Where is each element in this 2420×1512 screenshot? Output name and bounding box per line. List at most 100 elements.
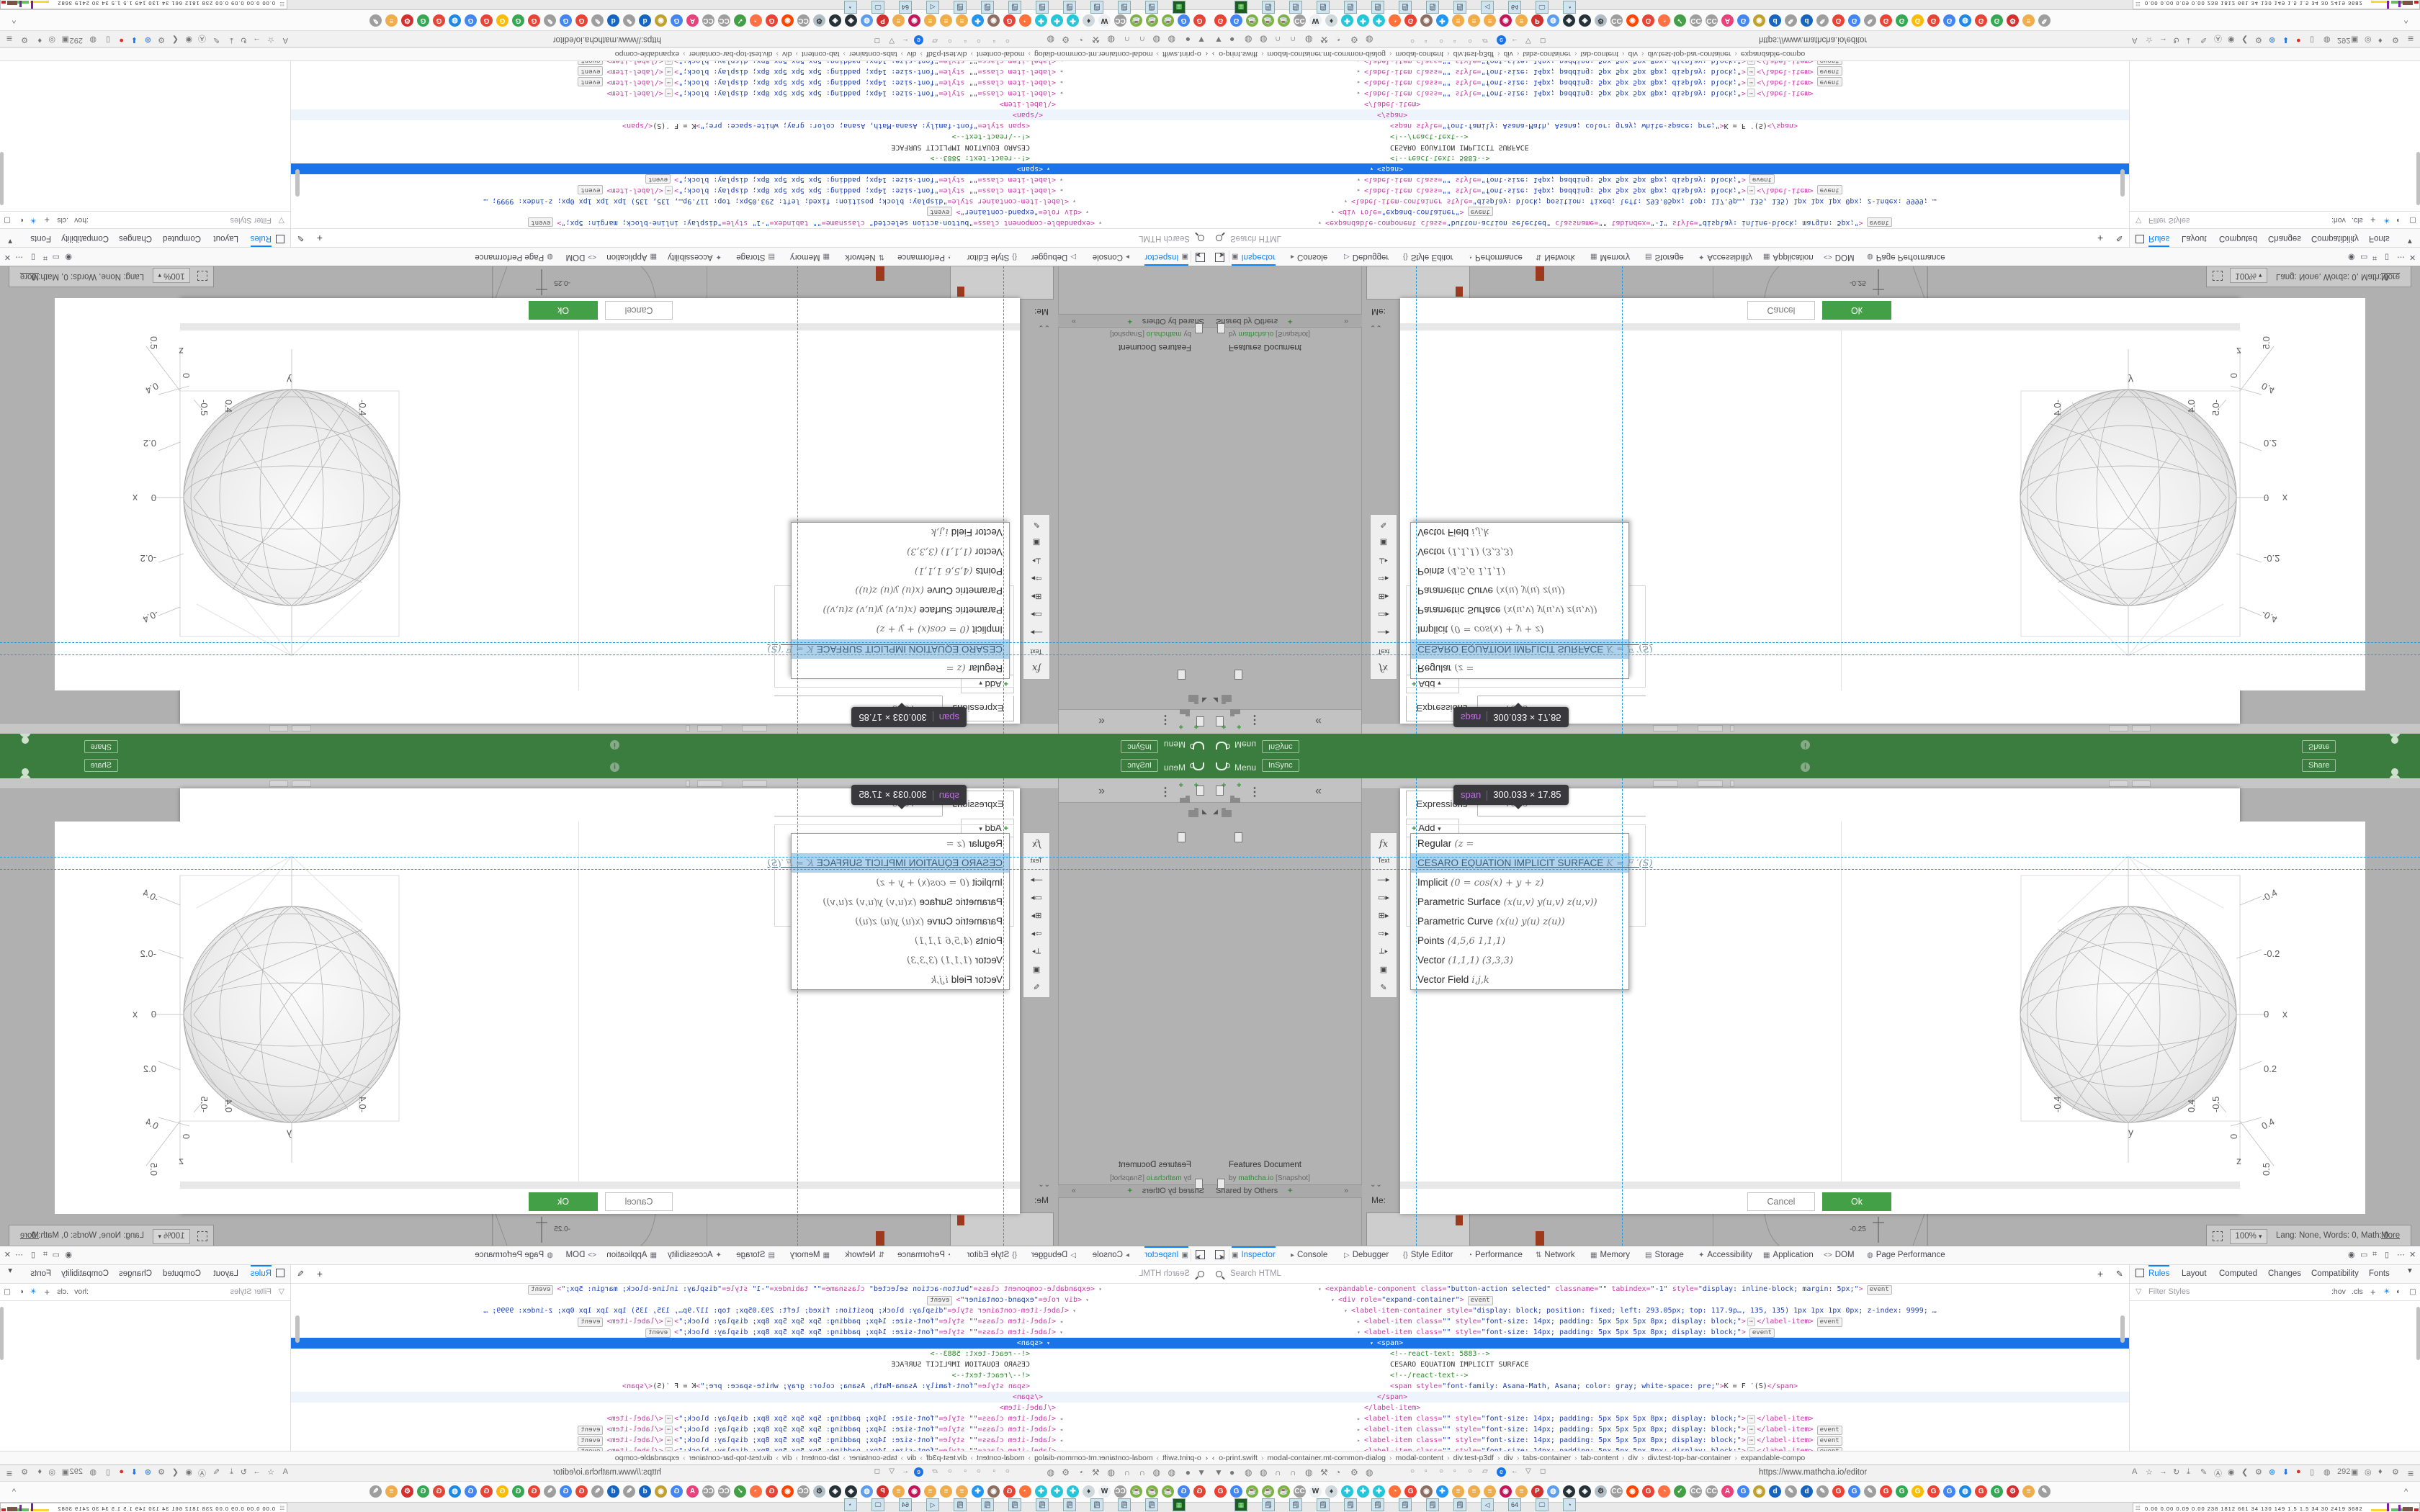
sidebar-toggle-icon[interactable]	[276, 1269, 284, 1277]
add-node-icon[interactable]: +	[316, 233, 323, 244]
bookmark-favicon[interactable]: ⚙	[813, 14, 825, 27]
hamburger-menu-icon[interactable]: ≡	[6, 33, 12, 45]
tool-fx-icon[interactable]: fx	[1031, 839, 1041, 850]
insync-button[interactable]: InSync	[1262, 759, 1299, 772]
browser-action-icon[interactable]: ▣	[2351, 1468, 2359, 1477]
browser-action-icon[interactable]: ⬇	[130, 1468, 138, 1477]
extension-icon[interactable]: ◍	[1107, 1467, 1115, 1477]
bookmark-favicon[interactable]: G	[1737, 1485, 1749, 1498]
taskbar-app-icon[interactable]: 🗒	[1344, 1498, 1357, 1511]
more-icon[interactable]: ⋮	[1249, 786, 1260, 798]
cls-toggle[interactable]: .cls	[2352, 1287, 2363, 1296]
browser-action-icon[interactable]: ↻	[2173, 1468, 2180, 1477]
sidebar-toggle-icon[interactable]	[276, 235, 284, 243]
bookmark-favicon[interactable]: ≡	[385, 14, 398, 27]
taskbar-app-icon[interactable]: 🖵	[871, 1498, 884, 1511]
markup-view[interactable]: ▾<expandable-component class="button-act…	[291, 55, 1210, 228]
bookmark-favicon[interactable]: ≡	[1468, 1485, 1480, 1498]
markup-row[interactable]: </label-item>	[999, 100, 1056, 108]
devtools-tab-style-editor[interactable]: {}Style Editor	[967, 253, 1018, 261]
nav-control-icon[interactable]: ▫	[1453, 37, 1456, 45]
bookmark-favicon[interactable]: ≡	[2022, 14, 2035, 27]
sidebar-tab-fonts[interactable]: Fonts	[30, 1269, 51, 1278]
bookmark-favicon[interactable]: G	[1832, 14, 1845, 27]
extension-icon[interactable]: ◔	[1079, 35, 1085, 45]
bookmark-favicon[interactable]: ◈	[845, 1485, 857, 1498]
markup-row[interactable]: ▸<label-item class="" style="font-size: …	[291, 77, 1210, 88]
cls-toggle[interactable]: .cls	[57, 216, 68, 225]
breadcrumb-item[interactable]: div	[1503, 1454, 1513, 1462]
bookmark-favicon[interactable]: G	[1943, 14, 1955, 27]
extension-icon[interactable]: ▼	[1214, 35, 1223, 45]
markup-row[interactable]: ▾<div role="expand-container">event	[291, 207, 1210, 217]
bookmark-favicon[interactable]: G	[1003, 1485, 1016, 1498]
bookmark-favicon[interactable]: G	[1404, 14, 1417, 27]
extension-icon[interactable]: ◍	[1366, 1467, 1373, 1477]
menu-item-parametric-curve[interactable]: Parametric Curve (x(u) y(u) z(u))	[1417, 916, 1565, 927]
devtools-tab-network[interactable]: ⇅Network	[845, 253, 884, 261]
toolbar-button[interactable]	[686, 780, 690, 787]
breadcrumb-item[interactable]: o-print.swift	[1219, 1454, 1258, 1462]
nav-control-icon[interactable]: ▱	[932, 37, 938, 45]
bookmark-favicon[interactable]: ◉	[1753, 1485, 1765, 1498]
author-link[interactable]: mathcha.io	[1238, 330, 1274, 338]
bookmark-favicon[interactable]: W	[1098, 1485, 1111, 1498]
bookmark-favicon[interactable]: G	[575, 14, 588, 27]
bookmark-favicon[interactable]: CC	[1114, 1485, 1126, 1498]
taskbar-app-icon[interactable]: 🗒	[1145, 1498, 1158, 1511]
add-node-icon[interactable]: +	[2097, 1268, 2104, 1279]
bookmark-favicon[interactable]: ◍	[449, 1485, 461, 1498]
nav-control-icon[interactable]: ←	[1511, 1467, 1518, 1475]
devtools-toolbar-icon[interactable]: ✕	[2409, 1251, 2416, 1259]
browser-action-icon[interactable]: ❮	[2241, 35, 2249, 44]
taskbar-app-icon[interactable]: 🗒	[1063, 1, 1076, 14]
bookmark-favicon[interactable]: ◔	[1389, 14, 1401, 27]
markup-row[interactable]: <span style="font-family: Asana-Math, As…	[1390, 1382, 1798, 1390]
nav-control-icon[interactable]: ◻	[874, 37, 880, 45]
browser-action-icon[interactable]: ◉	[2228, 35, 2235, 44]
nav-control-icon[interactable]: ○	[1468, 1467, 1473, 1475]
devtools-toolbar-icon[interactable]: ◉	[65, 253, 72, 261]
zoom-select[interactable]: 100% ▾	[153, 268, 190, 283]
extension-icon[interactable]: ∩	[1290, 35, 1296, 45]
browser-action-icon[interactable]: ◍	[2323, 1468, 2331, 1477]
taskbar-app-icon[interactable]: 🖵	[1536, 1, 1549, 14]
bookmark-favicon[interactable]: ✎	[544, 1485, 556, 1498]
chevron-down-icon[interactable]: ▾	[2408, 237, 2412, 246]
light-theme-icon[interactable]: ☀	[2383, 1287, 2390, 1296]
url-text[interactable]: https://www.mathcha.io/editor	[552, 1468, 661, 1477]
tool-shape-icon[interactable]: ▭▸	[1031, 894, 1042, 902]
author-link[interactable]: mathcha.io	[1146, 330, 1182, 338]
extension-icon[interactable]: ∩	[1275, 35, 1281, 45]
filter-styles-input[interactable]: Filter Styles	[2148, 1287, 2190, 1296]
bookmark-favicon[interactable]: ◔	[750, 1485, 762, 1498]
devtools-tab-dom[interactable]: <>DOM	[1824, 1251, 1855, 1259]
tree-expander-icon[interactable]: ◢	[1213, 808, 1218, 815]
extension-icon[interactable]: ◍	[1168, 35, 1175, 45]
hov-toggle[interactable]: :hov	[2331, 216, 2346, 225]
menu-item-regular[interactable]: Regular (z =	[946, 662, 1003, 674]
markup-row[interactable]: ▸<label-item class="" style="font-size: …	[1210, 185, 2129, 196]
browser-action-icon[interactable]: A	[2132, 1467, 2138, 1476]
tool-shape-icon[interactable]: ▣	[1032, 538, 1041, 546]
document-icon[interactable]	[1178, 832, 1186, 842]
bookmark-favicon[interactable]: G	[1230, 1485, 1242, 1498]
nav-control-icon[interactable]: ○	[1410, 1467, 1415, 1475]
bookmark-favicon[interactable]: P	[1531, 14, 1543, 27]
bookmark-favicon[interactable]: ⚙	[401, 14, 413, 27]
bookmark-favicon[interactable]: ✎	[2038, 14, 2051, 27]
browser-action-icon[interactable]: A	[282, 36, 288, 45]
taskbar-app-icon[interactable]: 🗒	[1008, 1498, 1021, 1511]
bookmark-favicon[interactable]: G	[1880, 1485, 1892, 1498]
bookmark-favicon[interactable]: G	[1193, 14, 1206, 27]
devtools-tab-accessibility[interactable]: ✦Accessibility	[667, 253, 722, 261]
new-folder-icon[interactable]	[1230, 796, 1240, 805]
nav-control-icon[interactable]: ▫	[1425, 1467, 1428, 1475]
menu-item-vector-field[interactable]: Vector Field i,j,k	[1417, 526, 1489, 538]
more-link[interactable]: More	[19, 272, 39, 281]
bookmark-favicon[interactable]: G	[1178, 1485, 1190, 1498]
bookmark-favicon[interactable]: ◈	[845, 14, 857, 27]
devtools-toolbar-icon[interactable]: ◉	[65, 1251, 72, 1259]
graph-canvas[interactable]: -0.4 -0.2 0 x 0.2 0.4 -0.4 y 0.4 -0.5 0 …	[55, 822, 579, 1214]
document-list-item[interactable]: Features Document	[1229, 1161, 1301, 1169]
